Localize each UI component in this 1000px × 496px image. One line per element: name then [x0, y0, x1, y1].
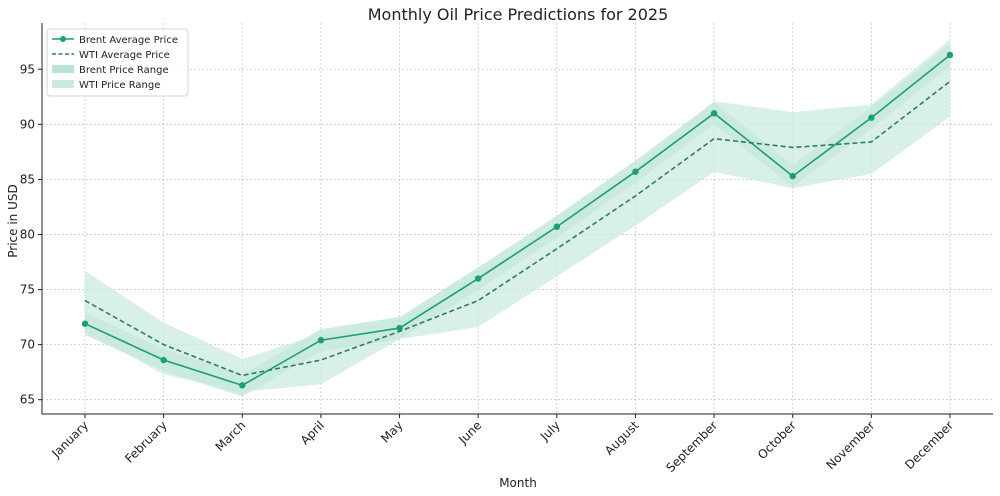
x-axis-label: Month [499, 476, 537, 490]
x-tick-label: September [663, 418, 720, 475]
legend-frame [46, 28, 189, 97]
x-tick-label: January [48, 418, 91, 461]
brent-data-point [474, 275, 482, 282]
y-tick-label: 90 [20, 117, 35, 131]
legend-label-brent-average: Brent Average Price [79, 35, 178, 46]
brent-data-point [160, 356, 167, 364]
chart-title: Monthly Oil Price Predictions for 2025 [368, 5, 669, 24]
x-tick-label: April [298, 418, 327, 447]
legend-brent-range-swatch [52, 65, 74, 73]
y-tick-label: 65 [20, 393, 35, 407]
y-tick-label: 95 [20, 62, 35, 76]
brent-data-point [789, 172, 796, 180]
y-tick-label: 80 [20, 227, 35, 241]
x-tick-label: February [122, 418, 170, 466]
brent-data-point [396, 324, 403, 332]
x-tick-label: March [213, 418, 249, 454]
brent-data-point [81, 320, 89, 327]
brent-data-point [317, 337, 325, 344]
y-tick-label: 85 [20, 172, 35, 186]
x-tick-label: December [902, 418, 956, 472]
brent-data-point [868, 114, 875, 121]
x-tick-label: June [455, 418, 484, 447]
legend: Brent Average Price WTI Average Price Br… [46, 28, 189, 97]
brent-data-point [239, 382, 246, 389]
brent-data-point [632, 168, 639, 175]
brent-data-point [946, 51, 954, 59]
y-tick-label: 75 [20, 283, 35, 297]
price-ranges [85, 39, 950, 397]
x-tick-label: July [537, 418, 563, 444]
y-axis-label: Price in USD [6, 184, 20, 257]
legend-label-wti-average: WTI Average Price [79, 50, 170, 61]
legend-label-brent-range: Brent Price Range [79, 65, 169, 76]
brent-data-point [553, 223, 561, 230]
series-lines [81, 51, 954, 389]
brent-range-band [85, 43, 950, 397]
y-tick-label: 70 [20, 338, 35, 352]
legend-label-wti-range: WTI Price Range [79, 80, 160, 91]
x-tick-label: May [378, 418, 405, 445]
legend-wti-range-swatch [52, 80, 74, 88]
brent-data-point [710, 110, 718, 117]
legend-brent-marker-swatch [60, 36, 66, 42]
wti-range-band [85, 39, 950, 392]
brent-average-line [84, 54, 951, 387]
x-tick-label: November [823, 418, 877, 472]
wti-average-line [84, 80, 951, 377]
x-tick-label: October [755, 418, 799, 462]
x-tick-label: August [602, 418, 642, 458]
